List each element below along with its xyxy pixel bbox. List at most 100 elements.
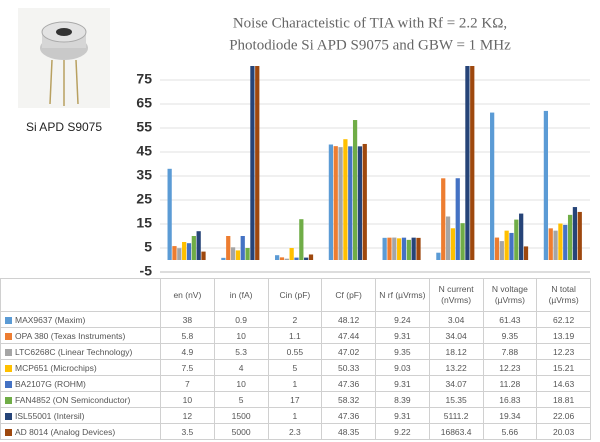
bar <box>387 237 392 260</box>
table-row: BA2107G (ROHM) 7 10 1 47.36 9.31 34.07 11.28 14.… <box>0 375 591 392</box>
table-cell: 1500 <box>213 407 269 424</box>
bar <box>201 251 206 260</box>
x-tick-label: in (fA) <box>213 278 269 312</box>
table-cell: 1.1 <box>267 327 323 344</box>
bar <box>455 178 460 260</box>
table-cell: 47.02 <box>321 343 376 360</box>
table-cell: 11.28 <box>482 375 538 392</box>
bar <box>548 228 553 260</box>
y-tick-label: 15 <box>136 215 152 231</box>
table-cell: 0.9 <box>213 311 269 328</box>
table-cell: 58.32 <box>321 391 376 408</box>
chart: Si APD S9075 Noise Characteistic of TIA … <box>18 8 590 278</box>
bar <box>186 243 192 260</box>
table-cell: 34.07 <box>428 375 484 392</box>
x-tick-label: N voltage (µVrms) <box>482 278 538 312</box>
table-cell: 3.5 <box>160 423 215 440</box>
legend-label: ISL55001 (Intersil) <box>15 410 85 421</box>
bar <box>221 257 226 260</box>
table-row: OPA 380 (Texas Instruments) 5.8 10 1.1 47.44… <box>0 327 591 344</box>
legend-entry: ISL55001 (Intersil) <box>0 407 161 424</box>
image-caption: Si APD S9075 <box>26 120 102 134</box>
bar <box>445 216 451 260</box>
table-cell: 5.3 <box>213 343 269 360</box>
bar <box>490 112 495 261</box>
bar <box>275 255 280 260</box>
legend-entry: MAX9637 (Maxim) <box>0 311 161 328</box>
bar <box>543 110 549 260</box>
bar <box>514 219 519 260</box>
table-cell: 8.39 <box>375 391 430 408</box>
table-cell: 9.35 <box>482 327 538 344</box>
table-cell: 47.36 <box>321 407 376 424</box>
bar <box>558 223 563 260</box>
header-cell <box>0 278 161 312</box>
bar <box>563 224 568 260</box>
bar <box>519 213 524 260</box>
bar <box>284 258 289 260</box>
legend-entry: LTC6268C (Linear Technology) <box>0 343 161 360</box>
bar <box>240 236 245 260</box>
table-cell: 3.04 <box>428 311 484 328</box>
legend-swatch <box>5 316 12 324</box>
x-tick-label: N rf (µVrms) <box>375 278 430 312</box>
bar <box>250 66 255 260</box>
table-cell: 48.35 <box>321 423 376 440</box>
bar <box>523 246 529 260</box>
table-cell: 47.44 <box>321 327 376 344</box>
y-tick-label: 5 <box>144 239 152 255</box>
bar <box>397 238 402 260</box>
table-cell: 4 <box>213 359 269 376</box>
legend-entry: MCP651 (Microchips) <box>0 359 161 376</box>
bar <box>392 237 397 260</box>
table-cell: 16.83 <box>482 391 538 408</box>
y-tick-label: 45 <box>136 143 152 159</box>
table-cell: 9.35 <box>375 343 430 360</box>
bar <box>348 146 353 260</box>
table-cell: 5 <box>213 391 269 408</box>
table-cell: 38 <box>160 311 215 328</box>
bar <box>289 248 294 260</box>
bar <box>328 144 334 260</box>
y-tick-label: 35 <box>136 167 152 183</box>
bar <box>255 66 260 260</box>
table-cell: 9.31 <box>375 327 430 344</box>
table-row: MCP651 (Microchips) 7.5 4 5 50.33 9.03 13.22 12… <box>0 359 591 376</box>
bar <box>279 257 285 260</box>
bar <box>577 211 582 260</box>
table-cell: 19.34 <box>482 407 538 424</box>
y-tick-label: -5 <box>140 263 153 278</box>
legend-label: MCP651 (Microchips) <box>15 362 97 373</box>
table-cell: 4.9 <box>160 343 215 360</box>
table-cell: 9.24 <box>375 311 430 328</box>
legend-label: LTC6268C (Linear Technology) <box>15 346 133 357</box>
legend-swatch <box>5 412 12 420</box>
legend-label: BA2107G (ROHM) <box>15 378 86 389</box>
x-tick-label: N current (nVrms) <box>428 278 484 312</box>
bar <box>436 252 441 260</box>
bar <box>191 236 196 260</box>
legend-swatch <box>5 380 12 388</box>
x-tick-label: en (nV) <box>160 278 215 312</box>
table-cell: 13.19 <box>536 327 591 344</box>
bar <box>245 248 250 260</box>
bar <box>553 230 558 260</box>
legend-swatch <box>5 428 12 436</box>
table-cell: 34.04 <box>428 327 484 344</box>
bar <box>172 246 177 260</box>
bar <box>182 242 187 260</box>
table-cell: 7.88 <box>482 343 538 360</box>
table-cell: 17 <box>267 391 323 408</box>
bar <box>308 254 314 260</box>
table-cell: 20.03 <box>536 423 591 440</box>
legend-swatch <box>5 332 12 340</box>
table-cell: 62.12 <box>536 311 591 328</box>
bar <box>226 236 231 260</box>
y-tick-label: 25 <box>136 191 152 207</box>
bar <box>465 66 470 260</box>
table-row: LTC6268C (Linear Technology) 4.9 5.3 0.55 47… <box>0 343 591 360</box>
table-cell: 5 <box>267 359 323 376</box>
bar <box>338 147 343 260</box>
photo <box>18 8 110 108</box>
